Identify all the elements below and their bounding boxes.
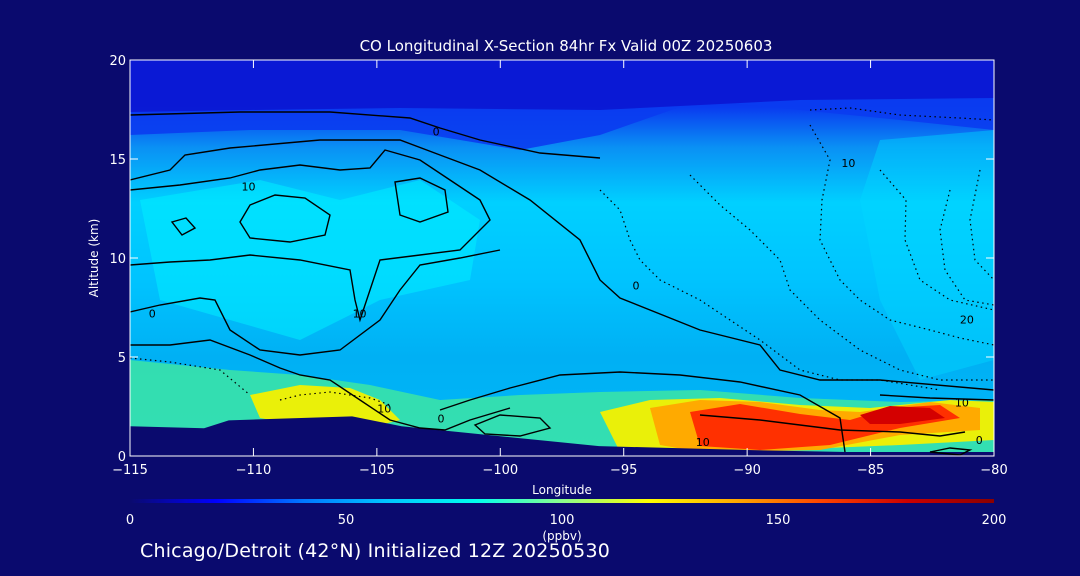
- dotted-contour-7: [130, 357, 251, 396]
- cyan-patch-east: [860, 130, 994, 380]
- x-axis: −115 −110 −105 −100 −95 −90 −85 −80: [112, 60, 1008, 478]
- dotted-contour-9: [809, 107, 994, 121]
- contour-line-10-east-right: [879, 394, 994, 401]
- footer-caption: Chicago/Detroit (42°N) Initialized 12Z 2…: [140, 540, 611, 562]
- terrain-mask: [130, 416, 994, 456]
- contour-label: 0: [976, 434, 983, 447]
- x-tick-label: −85: [857, 463, 884, 478]
- colorbar-tick-label: 150: [766, 513, 791, 528]
- dotted-contour-4: [879, 169, 994, 311]
- colorbar-tick-label: 100: [550, 513, 575, 528]
- y-tick-label: 15: [109, 153, 126, 168]
- contour-line-loop-c: [170, 217, 197, 236]
- x-tick-label: −110: [236, 463, 272, 478]
- colorbar-tick-label: 200: [982, 513, 1007, 528]
- dotted-contour-1: [599, 189, 941, 391]
- dotted-contour-6: [969, 169, 994, 281]
- x-tick-label: −80: [980, 463, 1007, 478]
- contour-line-10-loop: [130, 149, 491, 323]
- contour-label: 0: [633, 280, 640, 293]
- y-tick-label: 20: [109, 54, 126, 69]
- contour-line-loop-d: [473, 414, 552, 437]
- contour-line-loop-b: [394, 177, 449, 223]
- chart-title: CO Longitudinal X-Section 84hr Fx Valid …: [360, 37, 773, 55]
- contour-label: 0: [149, 307, 156, 320]
- y-tick-label: 5: [118, 351, 126, 366]
- contour-label: 10: [353, 307, 367, 320]
- cyan-patch-west: [140, 180, 480, 340]
- y-axis: 0 5 10 15 20: [109, 54, 994, 465]
- contour-line-0-west: [130, 249, 501, 356]
- contour-line-10-upper: [130, 139, 994, 391]
- plot-area: 0 10 10 0 0 10 20 10 0 10 10 0: [130, 60, 994, 456]
- contour-line-loop-a: [239, 194, 331, 243]
- contour-label: 10: [377, 402, 391, 415]
- contour-labels: 0 10 10 0 0 10 20 10 0 10 10 0: [149, 125, 983, 449]
- contour-label: 20: [960, 313, 974, 326]
- contour-lines: [130, 111, 994, 456]
- x-tick-label: −115: [112, 463, 148, 478]
- x-tick-label: −90: [733, 463, 760, 478]
- negative-contours: [130, 107, 994, 406]
- contour-line-loop-e: [929, 447, 973, 456]
- x-tick-label: −100: [482, 463, 518, 478]
- colorbar-tick-label: 50: [338, 513, 355, 528]
- contour-line-10-low-east: [699, 414, 966, 437]
- contour-label: 0: [433, 125, 440, 138]
- colorbar-ticks: 0 50 100 150 200: [126, 513, 1007, 528]
- x-axis-label: Longitude: [532, 483, 592, 497]
- contour-line-0-low: [439, 371, 846, 453]
- y-tick-label: 0: [118, 450, 126, 465]
- contour-label: 10: [841, 157, 855, 170]
- plume-darkred: [860, 406, 945, 424]
- y-axis-label: Altitude (km): [87, 219, 101, 298]
- contour-line-0-upper: [130, 111, 601, 159]
- dotted-contour-3: [809, 124, 994, 346]
- contour-label: 10: [696, 436, 710, 449]
- top-lowest-region: [130, 60, 994, 112]
- contour-label: 0: [438, 412, 445, 425]
- contour-label: 10: [955, 397, 969, 410]
- colorbar: 0 50 100 150 200 (ppbv): [126, 499, 1007, 543]
- contour-line-10-west-low: [130, 339, 511, 431]
- x-tick-label: −95: [610, 463, 637, 478]
- y-tick-label: 10: [109, 252, 126, 267]
- colorbar-tick-label: 0: [126, 513, 134, 528]
- dotted-contour-8: [279, 391, 391, 406]
- colorbar-unit-label: (ppbv): [542, 529, 581, 543]
- contour-label: 10: [241, 181, 255, 194]
- x-tick-label: −105: [359, 463, 395, 478]
- colorbar-ramp: [130, 499, 994, 503]
